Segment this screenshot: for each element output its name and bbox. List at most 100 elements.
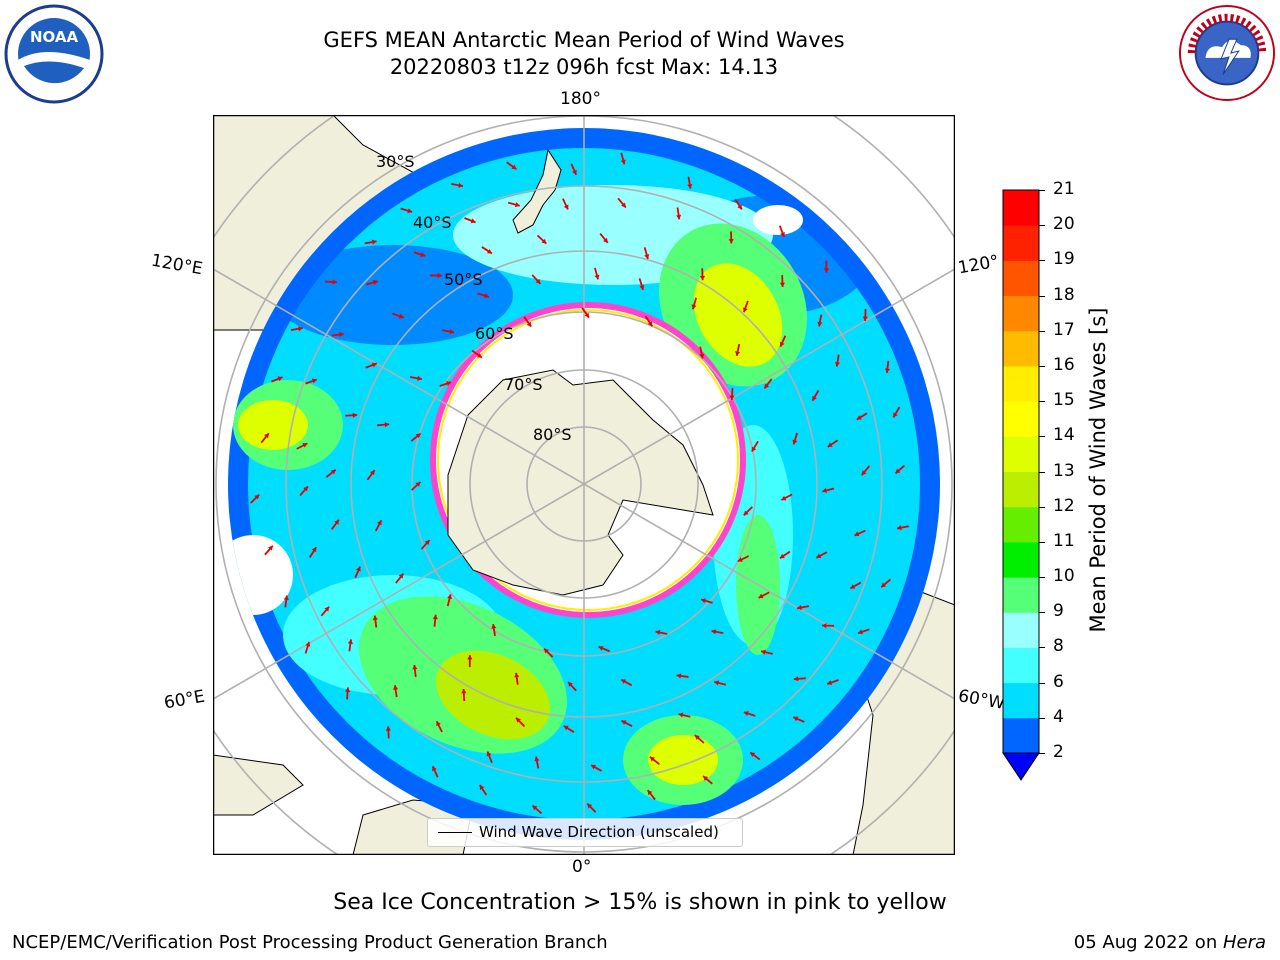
- wave-arrow-head: [639, 284, 645, 290]
- colorbar-tick-mark: [1039, 260, 1045, 262]
- wave-arrow-head: [398, 573, 404, 579]
- wave-arrow-head: [644, 254, 650, 259]
- wave-arrow-head: [330, 469, 336, 475]
- wave-arrow-head: [647, 321, 653, 327]
- wave-arrow-head: [591, 764, 597, 770]
- colorbar-tick-mark: [1039, 365, 1045, 367]
- colorbar-segment: [1003, 682, 1039, 719]
- wave-arrow-head: [393, 685, 399, 690]
- wave-arrow-head: [893, 412, 898, 418]
- wave-arrow-head: [486, 248, 492, 254]
- lat-label-80s: 80°S: [533, 425, 572, 444]
- wave-arrow-head: [816, 553, 822, 559]
- colorbar-tick-label: 17: [1053, 319, 1075, 340]
- wave-arrow-head: [268, 545, 273, 551]
- wave-arrow-head: [792, 439, 798, 445]
- noaa-logo: NOAA: [4, 4, 104, 104]
- wave-arrow-head: [563, 204, 569, 210]
- colorbar-tick-label: 19: [1053, 249, 1075, 270]
- wave-arrow-head: [339, 332, 344, 338]
- wave-arrow-head: [737, 204, 742, 210]
- wave-arrow-head: [446, 381, 452, 386]
- wave-arrow-head: [678, 712, 684, 718]
- wave-arrow-head: [572, 169, 577, 175]
- wave-arrow-head: [743, 510, 749, 516]
- machine-name: Hera: [1222, 932, 1266, 953]
- wave-arrow-head: [385, 726, 391, 731]
- lat-label-70s: 70°S: [504, 375, 543, 394]
- map-frame: [213, 115, 955, 855]
- wave-arrow-head: [449, 329, 455, 335]
- colorbar-segment: [1003, 330, 1039, 367]
- colorbar-tick-mark: [1039, 577, 1045, 579]
- colorbar-tick-mark: [1039, 401, 1045, 403]
- wave-arrow-head: [856, 415, 862, 420]
- wave-arrow-head: [750, 752, 756, 758]
- wave-arrow-head: [415, 482, 421, 487]
- wave-arrow-head: [780, 231, 785, 237]
- wave-arrow-head: [691, 304, 697, 310]
- wave-arrow-head: [541, 238, 547, 244]
- wave-arrow-head: [424, 540, 430, 545]
- colorbar-tick-mark: [1039, 541, 1045, 543]
- wave-arrow-head: [332, 279, 338, 285]
- wave-arrow-head: [881, 582, 887, 588]
- wave-arrow-head: [797, 605, 802, 611]
- wave-arrow-head: [437, 272, 442, 279]
- wave-arrow-head: [758, 593, 764, 599]
- wave-arrow-head: [420, 252, 426, 258]
- date-value: 05 Aug 2022 on: [1073, 932, 1223, 953]
- wave-arrow-head: [345, 687, 351, 692]
- wave-arrow-head: [384, 422, 390, 428]
- wave-arrow-head: [764, 383, 770, 389]
- wave-arrow-head: [470, 218, 476, 224]
- colorbar-segment: [1003, 260, 1039, 297]
- wave-arrow-head: [534, 756, 540, 762]
- wave-arrow-head: [526, 321, 532, 327]
- wave-arrow-head: [436, 721, 441, 727]
- wave-arrow-head: [302, 443, 308, 448]
- wave-arrow-head: [377, 520, 382, 526]
- wave-arrow-head: [283, 595, 289, 601]
- wave-arrow-head: [895, 468, 901, 474]
- wave-arrow-head: [587, 803, 593, 809]
- wave-arrow-head: [417, 375, 422, 381]
- lat-label-30s: 30°S: [376, 152, 415, 171]
- wave-arrow-head: [834, 361, 841, 367]
- colorbar-label: Mean Period of Wind Waves [s]: [1086, 307, 1110, 633]
- colorbar-tick-label: 9: [1053, 601, 1064, 622]
- wave-arrow-head: [461, 689, 467, 694]
- madagascar-land: [213, 754, 304, 816]
- wave-arrow-head: [372, 615, 378, 621]
- wave-arrow-head: [676, 673, 682, 679]
- wave-arrow-head: [303, 486, 308, 492]
- wave-arrow-head: [305, 641, 311, 647]
- colorbar-extend-arrow: [1002, 752, 1040, 781]
- colorbar-tick-label: 12: [1053, 495, 1075, 516]
- wave-arrow-head: [737, 557, 743, 562]
- wave-arrow-head: [862, 316, 868, 321]
- colorbar-tick-mark: [1039, 647, 1045, 649]
- wave-arrow-head: [694, 735, 700, 740]
- wave-arrow-head: [884, 368, 891, 373]
- colorbar: [1002, 189, 1040, 781]
- wave-arrow-head: [751, 446, 757, 452]
- wave-arrow-head: [676, 214, 682, 220]
- colorbar-tick-mark: [1039, 612, 1045, 614]
- colorbar-segment: [1003, 471, 1039, 508]
- colorbar-tick-label: 10: [1053, 566, 1075, 587]
- wave-arrow-head: [372, 279, 378, 285]
- wave-arrow-head: [779, 553, 785, 559]
- wave-arrow-head: [447, 594, 453, 600]
- colorbar-segment: [1003, 506, 1039, 543]
- wave-arrow-head: [621, 202, 626, 208]
- wave-arrow-head: [621, 720, 627, 725]
- colorbar-segment: [1003, 401, 1039, 437]
- wave-arrow-head: [514, 672, 520, 678]
- graticule: [213, 115, 955, 855]
- wave-arrow-head: [511, 164, 517, 170]
- wave-arrow-head: [812, 395, 817, 401]
- colorbar-segment: [1003, 612, 1039, 648]
- wave-arrow-head: [743, 711, 749, 716]
- colorbar-segment: [1003, 225, 1039, 261]
